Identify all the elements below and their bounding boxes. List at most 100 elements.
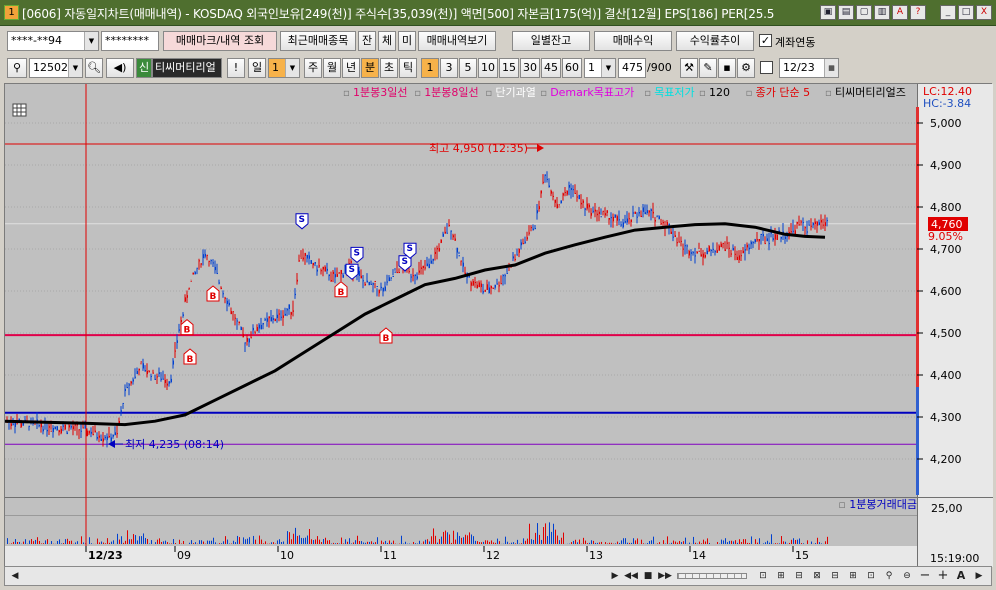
candle-body: [244, 342, 246, 344]
window-icon[interactable]: ▢: [856, 5, 872, 20]
password-field[interactable]: ********: [101, 31, 159, 51]
period-minute-button[interactable]: 분: [361, 58, 379, 78]
chevron-down-icon[interactable]: ▼: [285, 59, 299, 77]
split-icon[interactable]: ⊟: [831, 571, 839, 581]
volume-bar: [47, 539, 48, 544]
candle-body: [218, 282, 220, 284]
stop-icon[interactable]: ■: [643, 571, 653, 581]
chevron-down-icon[interactable]: ▼: [84, 32, 98, 50]
grid-icon[interactable]: ▥: [874, 5, 890, 20]
volume-bar: [193, 543, 194, 544]
minute-3-button[interactable]: 3: [440, 58, 458, 78]
trade-mark-button[interactable]: 매매마크/내역 조회: [163, 31, 277, 51]
minute-10-button[interactable]: 10: [478, 58, 498, 78]
interval-select[interactable]: 1 ▼: [584, 58, 616, 78]
volume-bar: [683, 541, 684, 544]
layout-icon[interactable]: ⊞: [777, 571, 785, 581]
daily-balance-button[interactable]: 일별잔고: [512, 31, 590, 51]
candle-body: [236, 320, 238, 322]
minute-60-button[interactable]: 60: [562, 58, 582, 78]
maximize-button[interactable]: □: [958, 5, 974, 20]
layout-icon[interactable]: ▤: [838, 5, 854, 20]
minute-5-button[interactable]: 5: [459, 58, 477, 78]
save-icon[interactable]: ▪: [718, 58, 736, 78]
volume-bar: [521, 543, 522, 544]
period-year-button[interactable]: 년: [342, 58, 360, 78]
chart-scrollbar[interactable]: ◀ ▶ ◀◀ ■ ▶▶ ⊡ ⊞ ⊟ ⊠ ⊟ ⊞ ⊡ ⚲ ⊖ − + A ▶: [4, 566, 992, 586]
search-icon[interactable]: 🔍︎: [85, 58, 103, 78]
toolbar-account: ****-**94 ▼ ******** 매매마크/내역 조회 최근매매종목 잔…: [0, 28, 996, 55]
speed-slider[interactable]: [677, 573, 747, 579]
zoom-box-icon[interactable]: ⊡: [759, 571, 767, 581]
zoom-out-icon[interactable]: ⊖: [903, 571, 911, 581]
chevron-down-icon[interactable]: ▼: [601, 59, 615, 77]
draw-icon[interactable]: ✎: [699, 58, 717, 78]
title-bar: 1 [0606] 자동일지차트(매매내역) - KOSDAQ 외국인보유[249…: [0, 0, 996, 26]
volume-bar: [365, 542, 366, 544]
compare-icon[interactable]: ⊟: [795, 571, 803, 581]
scroll-end-icon[interactable]: ▶: [975, 571, 983, 581]
candle-body: [744, 249, 746, 251]
scroll-right-icon[interactable]: ▶: [611, 571, 619, 581]
indicator-icon[interactable]: ⊠: [813, 571, 821, 581]
candle-body: [528, 232, 530, 234]
period-week-button[interactable]: 주: [304, 58, 322, 78]
minute-1-button[interactable]: 1: [421, 58, 439, 78]
calendar-icon[interactable]: ▦: [824, 59, 838, 77]
period-month-button[interactable]: 월: [323, 58, 341, 78]
date-input[interactable]: 12/23 ▦: [779, 58, 839, 78]
alert-icon[interactable]: !: [227, 58, 245, 78]
candle-body: [418, 270, 420, 273]
grid-icon[interactable]: ⊡: [867, 571, 875, 581]
candle-body: [318, 265, 320, 267]
scroll-left-icon[interactable]: ◀: [11, 571, 19, 581]
account-link-checkbox[interactable]: ✓: [759, 34, 772, 47]
tool-icon[interactable]: ⚒: [680, 58, 698, 78]
count-input[interactable]: 475: [618, 58, 646, 78]
speaker-icon[interactable]: ◀): [106, 58, 134, 78]
minus-icon[interactable]: −: [919, 568, 931, 583]
yield-trend-button[interactable]: 수익률추이: [676, 31, 754, 51]
chevron-down-icon[interactable]: ▼: [68, 59, 82, 77]
recent-stocks-button[interactable]: 최근매매종목: [280, 31, 356, 51]
minute-30-button[interactable]: 30: [520, 58, 540, 78]
period-day-button[interactable]: 일: [248, 58, 266, 78]
trade-profit-button[interactable]: 매매수익: [594, 31, 672, 51]
volume-bar: [487, 540, 488, 544]
table-icon[interactable]: [12, 103, 27, 117]
text-icon[interactable]: A: [956, 569, 966, 582]
period-tick-button[interactable]: 틱: [399, 58, 417, 78]
close-button[interactable]: X: [976, 5, 992, 20]
fill-button[interactable]: 체: [378, 31, 396, 51]
forward-icon[interactable]: ▶▶: [658, 571, 672, 581]
stock-name[interactable]: 티씨머티리얼: [152, 58, 222, 78]
candle-body: [200, 263, 202, 265]
volume-bar: [51, 541, 52, 544]
volume-bar: [573, 540, 574, 544]
help-icon[interactable]: ?: [910, 5, 926, 20]
search-icon[interactable]: ⚲: [885, 571, 893, 581]
date-checkbox[interactable]: [760, 61, 773, 74]
font-icon[interactable]: A: [892, 5, 908, 20]
unfilled-button[interactable]: 미: [398, 31, 416, 51]
stock-code-select[interactable]: 125020 ▼: [29, 58, 83, 78]
trade-history-button[interactable]: 매매내역보기: [418, 31, 496, 51]
balance-button[interactable]: 잔: [358, 31, 376, 51]
minute-45-button[interactable]: 45: [541, 58, 561, 78]
pin-icon[interactable]: ⚲: [7, 58, 27, 78]
period-second-button[interactable]: 초: [380, 58, 398, 78]
panel-icon[interactable]: ⊞: [849, 571, 857, 581]
volume-bar: [531, 539, 532, 544]
rewind-icon[interactable]: ◀◀: [624, 571, 638, 581]
plus-icon[interactable]: +: [937, 568, 949, 583]
gear-icon[interactable]: ⚙: [737, 58, 755, 78]
account-select[interactable]: ****-**94 ▼: [7, 31, 99, 51]
interval-value: 1: [588, 61, 595, 74]
volume-bar: [461, 537, 462, 544]
period-value-select[interactable]: 1 ▼: [268, 58, 300, 78]
minute-15-button[interactable]: 15: [499, 58, 519, 78]
link-icon[interactable]: ▣: [820, 5, 836, 20]
minimize-button[interactable]: _: [940, 5, 956, 20]
